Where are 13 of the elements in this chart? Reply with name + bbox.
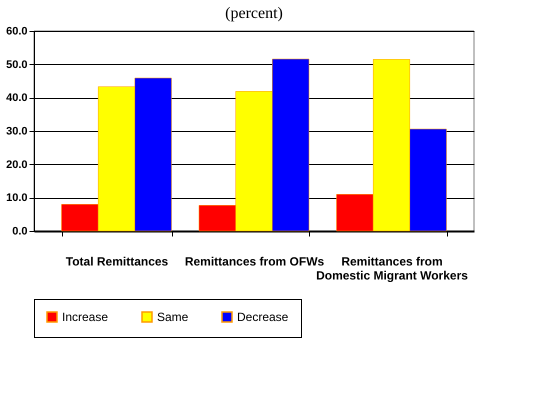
- y-tick-label: 0.0: [12, 226, 28, 238]
- chart-title: (percent): [225, 5, 283, 22]
- y-tick-label: 20.0: [6, 158, 28, 171]
- y-tick-label: 30.0: [6, 126, 28, 138]
- y-tick-label: 60.0: [6, 26, 28, 38]
- x-tick-label: Total Remittances: [66, 254, 169, 268]
- y-tick-label: 10.0: [6, 192, 28, 204]
- legend-label: Same: [157, 310, 189, 324]
- y-tick-label: 50.0: [6, 58, 28, 71]
- legend-label: Increase: [62, 310, 108, 324]
- y-tick-label: 40.0: [6, 92, 28, 104]
- x-tick-label: Remittances from OFWs: [184, 254, 325, 268]
- legend-label: Decrease: [237, 310, 289, 324]
